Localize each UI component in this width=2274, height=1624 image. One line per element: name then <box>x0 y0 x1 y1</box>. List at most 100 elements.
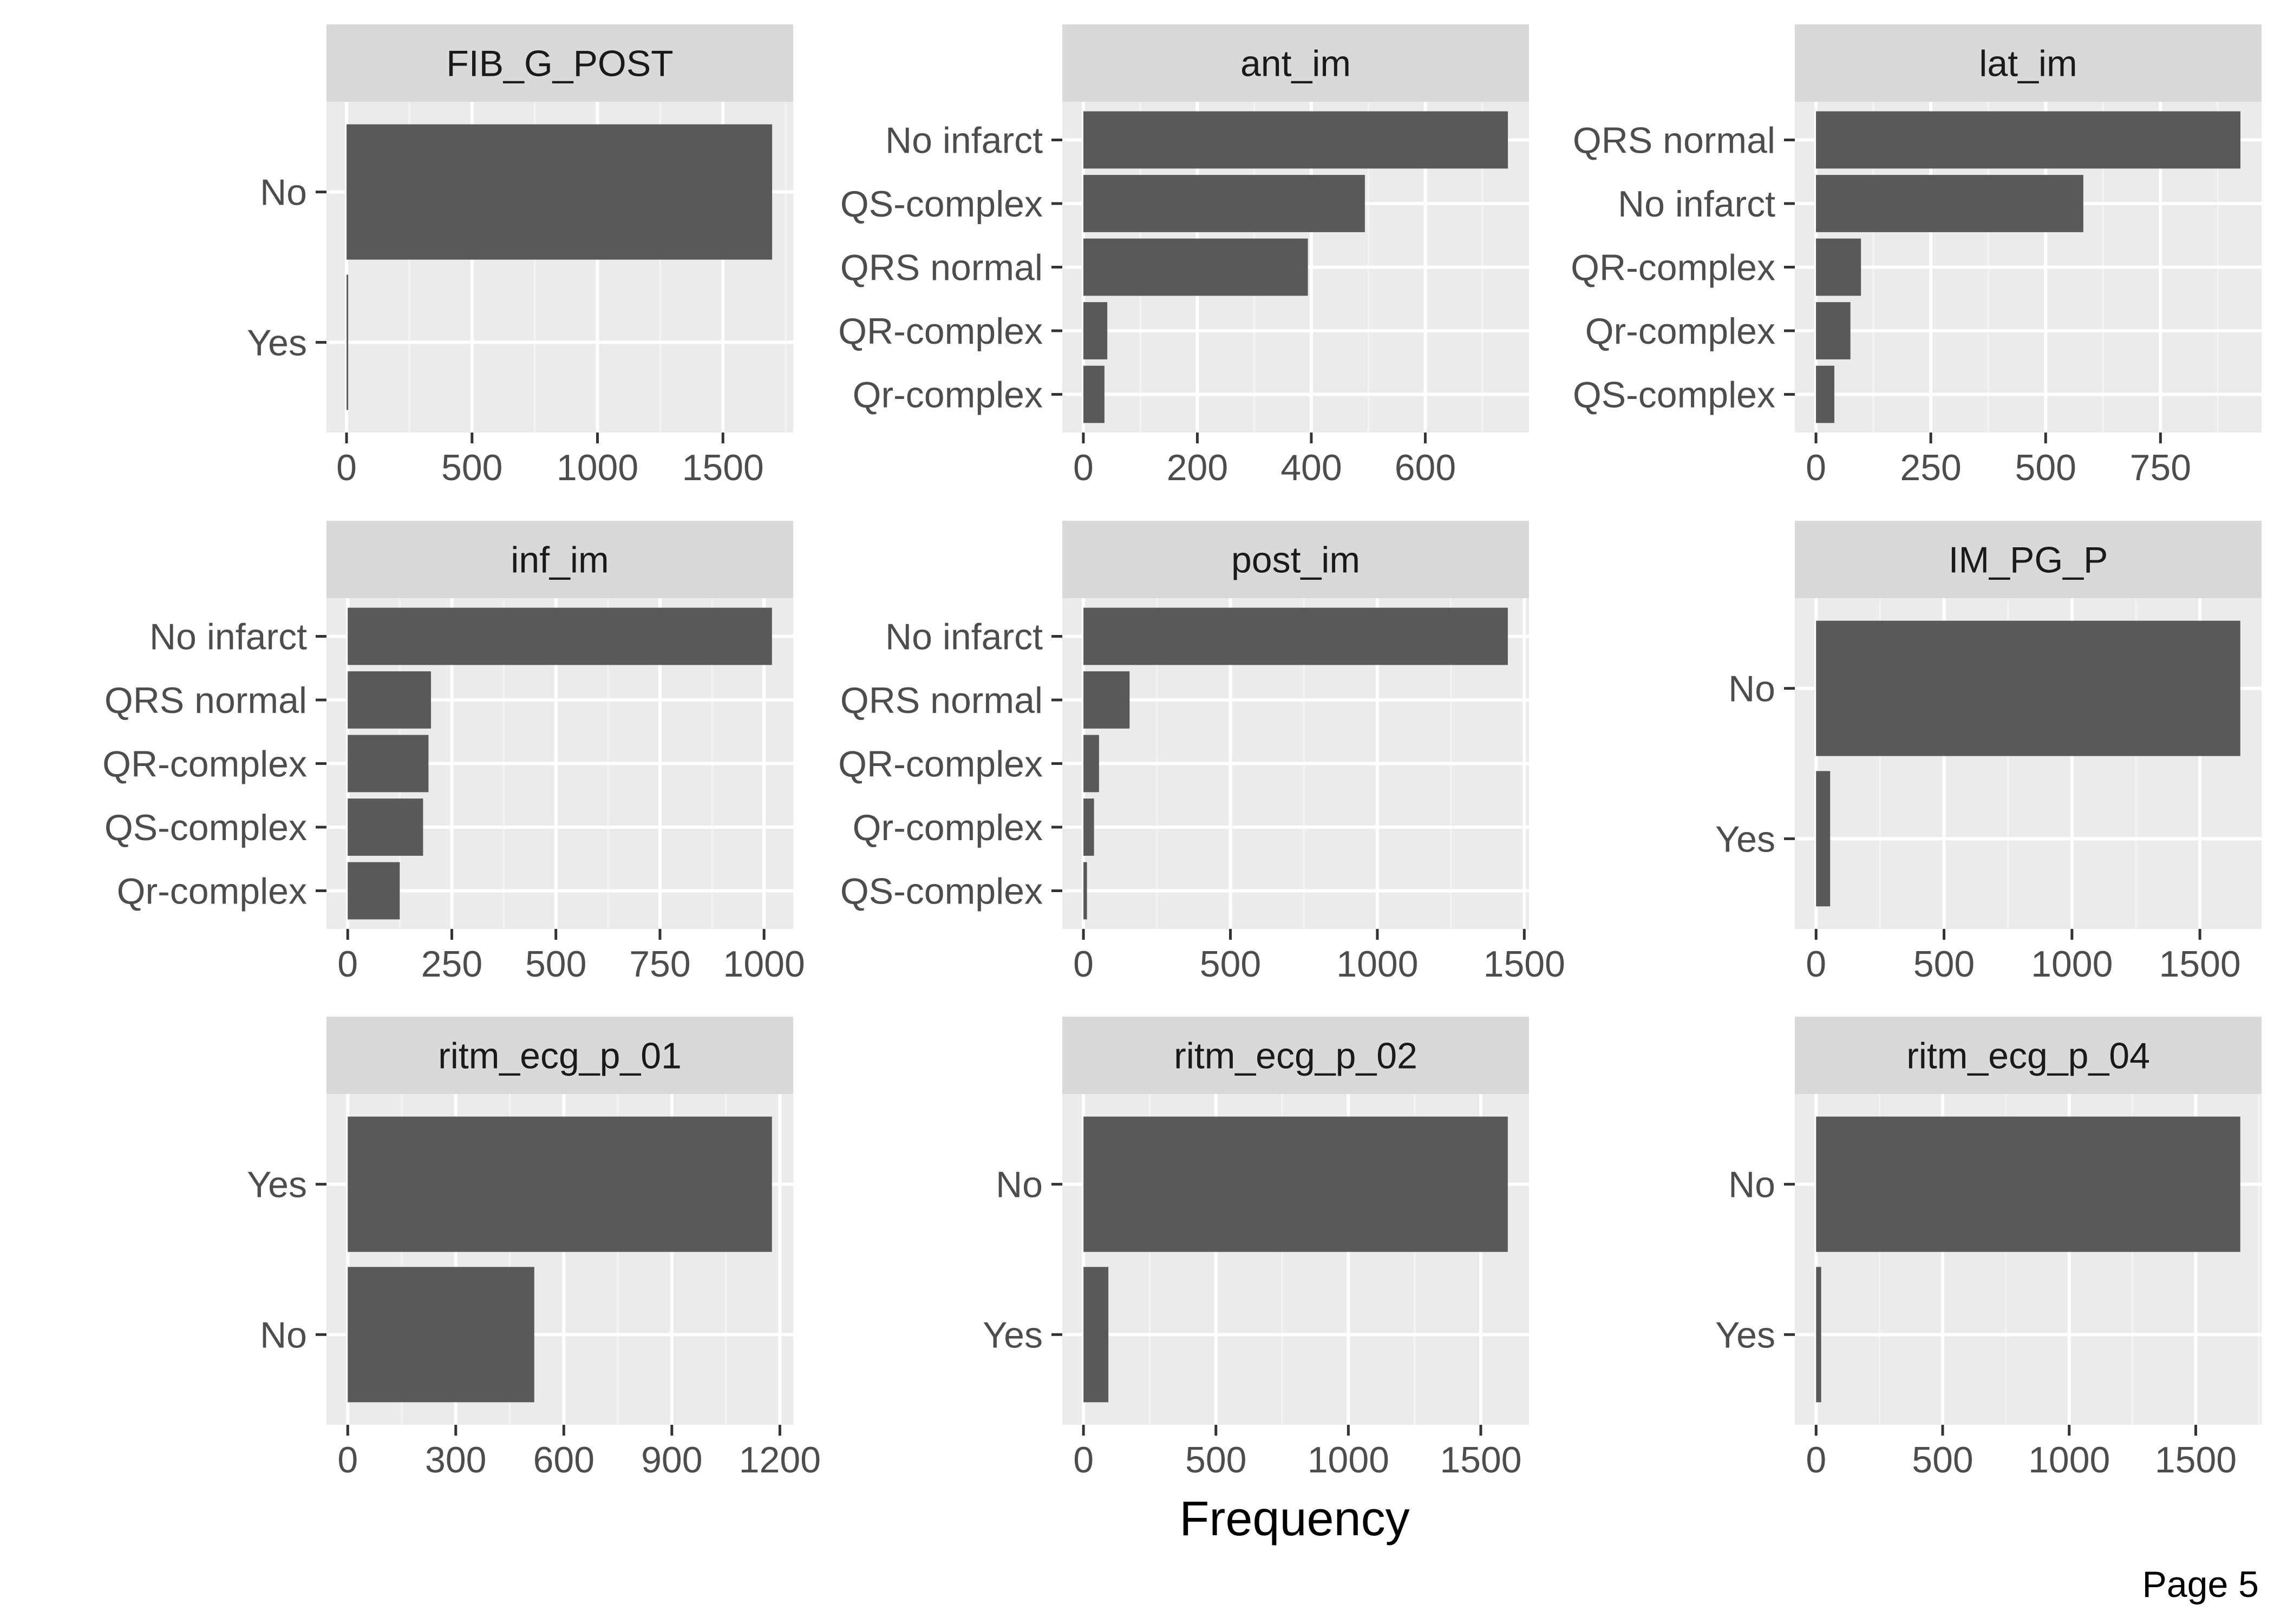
x-tick-label: 0 <box>1073 1439 1094 1481</box>
bar <box>348 798 423 856</box>
x-tick-label: 250 <box>421 944 482 985</box>
x-tick-label: 200 <box>1167 447 1228 488</box>
x-tick-label: 500 <box>1913 944 1975 985</box>
bar <box>1816 302 1851 359</box>
facet-strip <box>1062 521 1529 598</box>
category-label: No <box>260 1314 307 1355</box>
category-label: QR-complex <box>102 744 307 785</box>
x-tick-label: 0 <box>1806 1439 1826 1481</box>
x-tick-label: 1500 <box>1484 944 1565 985</box>
category-label: QRS normal <box>1573 120 1775 161</box>
bar <box>1083 862 1087 920</box>
bar <box>1816 365 1834 423</box>
facet-strip-label: ritm_ecg_p_02 <box>1174 1036 1417 1077</box>
x-tick-label: 0 <box>1073 447 1094 488</box>
bar <box>1083 671 1130 729</box>
bar <box>348 607 772 665</box>
bar <box>348 862 400 920</box>
bar <box>1816 111 2240 169</box>
bar <box>348 1267 534 1403</box>
x-tick-label: 1000 <box>1336 944 1418 985</box>
facet-strip-label: ritm_ecg_p_01 <box>438 1036 682 1077</box>
bar <box>1816 238 1861 296</box>
x-tick-label: 900 <box>641 1439 702 1481</box>
page-label: Page 5 <box>2142 1564 2259 1605</box>
category-label: Yes <box>247 1164 307 1206</box>
category-label: Qr-complex <box>853 807 1043 848</box>
x-tick-label: 500 <box>441 447 502 488</box>
bar <box>1083 735 1099 793</box>
category-label: QRS normal <box>840 247 1043 289</box>
bar <box>1083 1267 1109 1403</box>
category-label: Yes <box>983 1314 1043 1355</box>
bar <box>1083 175 1365 232</box>
category-label: No <box>1728 1164 1775 1206</box>
category-label: Qr-complex <box>117 871 307 912</box>
category-label: No <box>260 172 307 213</box>
facet-strip <box>326 1017 793 1094</box>
facet-panel: ritm_ecg_p_02 0 500 1000 1500 No Yes <box>983 1017 1529 1481</box>
category-label: Qr-complex <box>853 375 1043 416</box>
x-tick-label: 1000 <box>557 447 638 488</box>
facet-strip-label: FIB_G_POST <box>446 43 673 84</box>
facet-panel: post_im 0 500 1000 1500 No infarct QRS normal Q… <box>838 521 1565 985</box>
facet-strip <box>1062 1017 1529 1094</box>
x-tick-label: 500 <box>1185 1439 1246 1481</box>
facet-strip <box>1795 521 2262 598</box>
category-label: No infarct <box>149 617 307 658</box>
bar <box>1083 111 1508 169</box>
bar <box>1083 238 1308 296</box>
category-label: No <box>1728 669 1775 710</box>
x-tick-label: 0 <box>1806 447 1826 488</box>
category-label: No infarct <box>885 617 1043 658</box>
category-label: QS-complex <box>840 184 1043 225</box>
x-tick-label: 1000 <box>2031 944 2113 985</box>
x-tick-label: 600 <box>1395 447 1456 488</box>
x-tick-label: 250 <box>1900 447 1961 488</box>
category-label: QS-complex <box>104 807 307 848</box>
facet-panel: FIB_G_POST 0 500 1000 1500 No Yes <box>247 24 793 488</box>
bar <box>347 274 349 410</box>
x-tick-label: 1500 <box>2155 1439 2237 1481</box>
category-label: QS-complex <box>1573 375 1775 416</box>
panels-group: FIB_G_POST 0 500 1000 1500 No Yes ant_im 0 200 400… <box>102 24 2262 1481</box>
facet-strip <box>326 521 793 598</box>
category-label: QRS normal <box>840 680 1043 721</box>
category-label: QS-complex <box>840 871 1043 912</box>
facet-strip-label: post_im <box>1231 540 1360 581</box>
facet-panel: IM_PG_P 0 500 1000 1500 No Yes <box>1715 521 2262 985</box>
x-tick-label: 0 <box>336 447 357 488</box>
category-label: QRS normal <box>104 680 307 721</box>
bar <box>1816 771 1831 907</box>
facet-strip-label: IM_PG_P <box>1949 540 2108 581</box>
bar <box>1083 607 1508 665</box>
bar <box>1083 365 1105 423</box>
bar <box>1816 1267 1821 1403</box>
category-label: No <box>996 1164 1043 1206</box>
facet-panel: inf_im 0 250 500 750 1000 No infarct QRS normal… <box>102 521 805 985</box>
x-tick-label: 0 <box>337 944 358 985</box>
x-tick-label: 0 <box>1073 944 1094 985</box>
category-label: Yes <box>247 322 307 363</box>
x-tick-label: 1500 <box>682 447 764 488</box>
x-tick-label: 1200 <box>739 1439 821 1481</box>
facet-strip-label: inf_im <box>511 540 609 581</box>
x-tick-label: 500 <box>525 944 586 985</box>
facet-panel: ritm_ecg_p_04 0 500 1000 1500 No Yes <box>1715 1017 2262 1481</box>
category-label: Qr-complex <box>1585 311 1775 352</box>
category-label: QR-complex <box>838 744 1043 785</box>
facet-strip-label: ritm_ecg_p_04 <box>1906 1036 2150 1077</box>
category-label: No infarct <box>885 120 1043 161</box>
category-label: QR-complex <box>1571 247 1775 289</box>
x-axis-title: Frequency <box>1179 1492 1409 1546</box>
x-tick-label: 1000 <box>2028 1439 2110 1481</box>
bar <box>1083 1116 1508 1252</box>
bar <box>1083 302 1108 359</box>
facet-strip <box>1795 24 2262 102</box>
x-tick-label: 400 <box>1280 447 1342 488</box>
facet-strip <box>1795 1017 2262 1094</box>
x-tick-label: 300 <box>425 1439 486 1481</box>
category-label: QR-complex <box>838 311 1043 352</box>
bar <box>348 671 432 729</box>
